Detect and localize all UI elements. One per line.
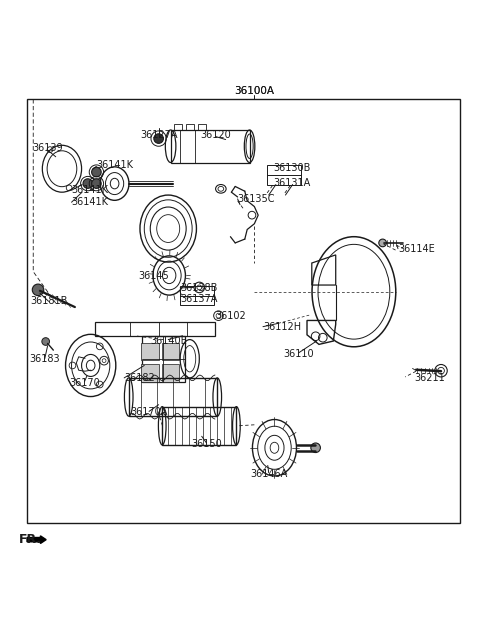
Bar [142,364,158,381]
Bar [170,130,250,162]
Text: 36182: 36182 [124,373,155,383]
Text: 36150: 36150 [191,439,222,449]
Bar [142,343,158,360]
Text: 36110: 36110 [283,349,314,359]
Text: 36141K: 36141K [72,185,108,196]
Bar [267,166,301,185]
Text: 36135C: 36135C [238,194,275,204]
Text: 36139: 36139 [32,143,63,153]
Text: 36211: 36211 [414,373,445,383]
Text: 36112H: 36112H [263,321,301,332]
Circle shape [32,284,44,296]
Text: 36146A: 36146A [250,468,288,479]
Text: 36141K: 36141K [96,160,133,171]
Text: 36170A: 36170A [131,407,168,417]
Bar [198,124,205,130]
Bar [162,343,179,360]
Circle shape [154,134,163,143]
Bar [96,322,215,335]
Bar [174,124,181,130]
Text: FR.: FR. [19,533,42,546]
FancyArrow shape [27,536,46,544]
Bar [129,378,217,416]
Circle shape [92,179,101,189]
Text: 36137A: 36137A [180,294,217,304]
Circle shape [92,167,101,177]
Text: 36145: 36145 [138,271,169,281]
Bar [162,406,237,445]
Text: 36131A: 36131A [274,178,311,188]
Text: 36120: 36120 [201,130,231,140]
Text: 36127A: 36127A [140,130,178,140]
Bar [27,99,460,523]
Text: 36141K: 36141K [72,197,108,207]
Text: 36183: 36183 [29,354,60,364]
Text: 36140E: 36140E [150,335,187,346]
Text: 36181B: 36181B [30,296,67,306]
Bar [186,124,193,130]
Circle shape [42,337,49,345]
Circle shape [311,443,321,452]
Circle shape [83,179,93,189]
Bar [180,286,214,305]
Bar [142,335,185,381]
Bar [162,364,179,381]
Text: 36130B: 36130B [274,163,311,173]
Text: 36100A: 36100A [234,86,275,96]
Text: 36100A: 36100A [234,86,275,96]
Text: 36114E: 36114E [398,243,435,254]
Text: 36102: 36102 [215,311,246,321]
Text: 36170: 36170 [69,378,100,388]
Text: 36138B: 36138B [180,283,217,293]
Circle shape [379,239,386,247]
